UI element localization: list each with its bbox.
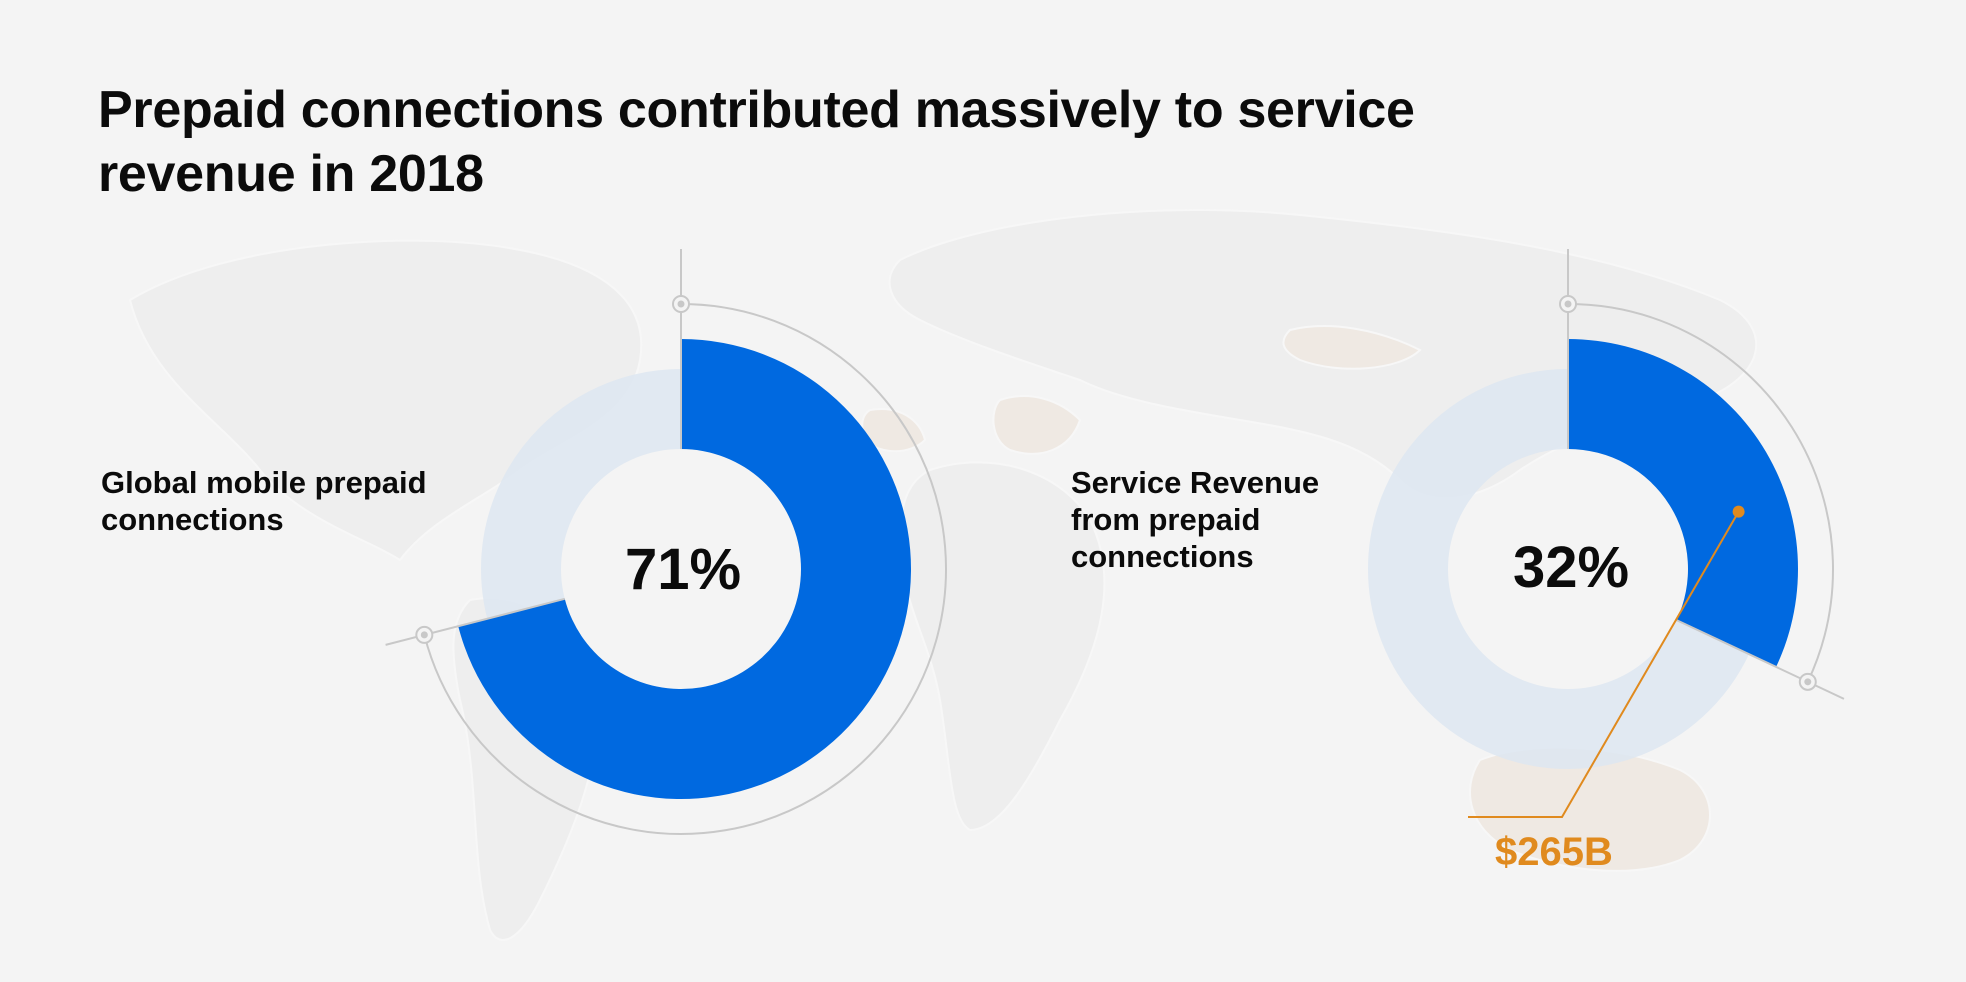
- chart-1-value-label: 71%: [624, 537, 742, 602]
- chart-1-guide-arc: [423, 303, 947, 835]
- chart-2-annotation-leader: [1468, 511, 1740, 818]
- chart-1-end-marker-dot: [420, 631, 428, 639]
- chart-2-value-label: 32%: [1512, 535, 1630, 600]
- chart-2-guide-arc: [1567, 303, 1834, 683]
- chart-1-end-tick: [385, 597, 566, 646]
- chart-2-label: Service Revenue from prepaid connections: [1071, 465, 1320, 574]
- chart-title: Prepaid connections contributed massivel…: [98, 81, 1415, 203]
- chart-2-end-tick: [1676, 619, 1845, 700]
- chart-1-value-arc: [458, 339, 911, 799]
- chart-2-end-marker-dot: [1804, 678, 1812, 686]
- chart-2-value-arc: [1568, 339, 1798, 667]
- chart-1-label: Global mobile prepaid connections: [101, 465, 427, 537]
- chart-1-start-marker-dot: [677, 300, 685, 308]
- chart-2-annotation: $265B: [1495, 830, 1613, 874]
- chart-2-start-marker-dot: [1564, 300, 1572, 308]
